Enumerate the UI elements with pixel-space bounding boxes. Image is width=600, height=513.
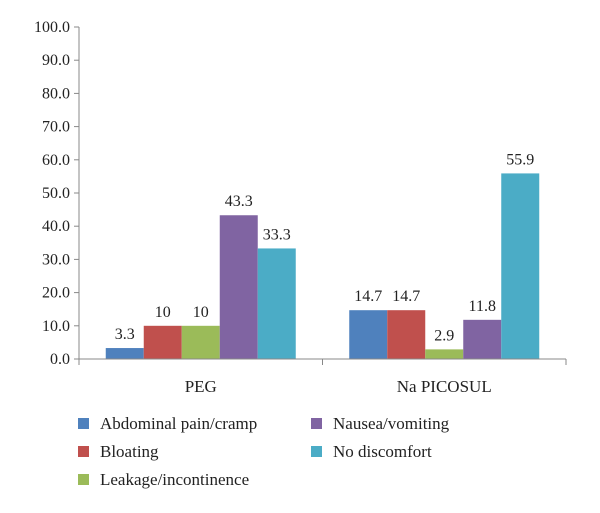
y-tick-label: 10.0 (42, 318, 70, 335)
bar (181, 325, 220, 359)
data-label: 3.3 (115, 326, 135, 343)
bar (425, 349, 464, 359)
y-tick-label: 70.0 (42, 119, 70, 136)
legend-swatch (311, 418, 322, 429)
legend-swatch (311, 446, 322, 457)
legend-swatch (78, 446, 89, 457)
bar (105, 348, 144, 359)
legend-label: Nausea/vomiting (333, 414, 450, 433)
x-category-label: PEG (185, 377, 217, 396)
legend-label: Bloating (100, 442, 159, 461)
bar (219, 215, 258, 359)
bar (501, 173, 540, 359)
data-label: 33.3 (263, 226, 291, 243)
y-tick-label: 100.0 (34, 19, 70, 36)
x-category-label: Na PICOSUL (397, 377, 492, 396)
y-tick-label: 30.0 (42, 251, 70, 268)
data-label: 55.9 (506, 151, 534, 168)
data-label: 14.7 (392, 288, 420, 305)
y-tick-label: 20.0 (42, 285, 70, 302)
bar (257, 248, 296, 359)
y-tick-label: 60.0 (42, 152, 70, 169)
bar (349, 310, 388, 359)
y-tick-label: 0.0 (50, 351, 70, 368)
bar (143, 325, 182, 359)
y-axis: 0.0 10.0 20.0 30.0 40.0 50.0 60.0 70.0 80.0 90.0 1… (34, 19, 80, 368)
legend-label: Leakage/incontinence (100, 470, 249, 489)
y-tick-label: 40.0 (42, 218, 70, 235)
data-label: 10 (193, 304, 209, 321)
y-tick-label: 80.0 (42, 85, 70, 102)
legend-swatch (78, 418, 89, 429)
data-label: 2.9 (434, 327, 454, 344)
bar (387, 310, 426, 359)
legend-label: No discomfort (333, 442, 432, 461)
bars: 3.3 10 10 43.3 33.3 14.7 14.7 2.9 11.8 55.9 (105, 151, 540, 359)
x-axis: PEG Na PICOSUL (78, 358, 567, 396)
data-label: 10 (155, 304, 171, 321)
legend-swatch (78, 474, 89, 485)
data-label: 43.3 (225, 193, 253, 210)
legend: Abdominal pain/cramp Bloating Leakage/inco… (78, 414, 450, 489)
data-label: 14.7 (354, 288, 382, 305)
y-tick-label: 90.0 (42, 52, 70, 69)
bar (463, 319, 502, 359)
legend-label: Abdominal pain/cramp (100, 414, 257, 433)
data-label: 11.8 (469, 298, 496, 315)
y-tick-label: 50.0 (42, 185, 70, 202)
